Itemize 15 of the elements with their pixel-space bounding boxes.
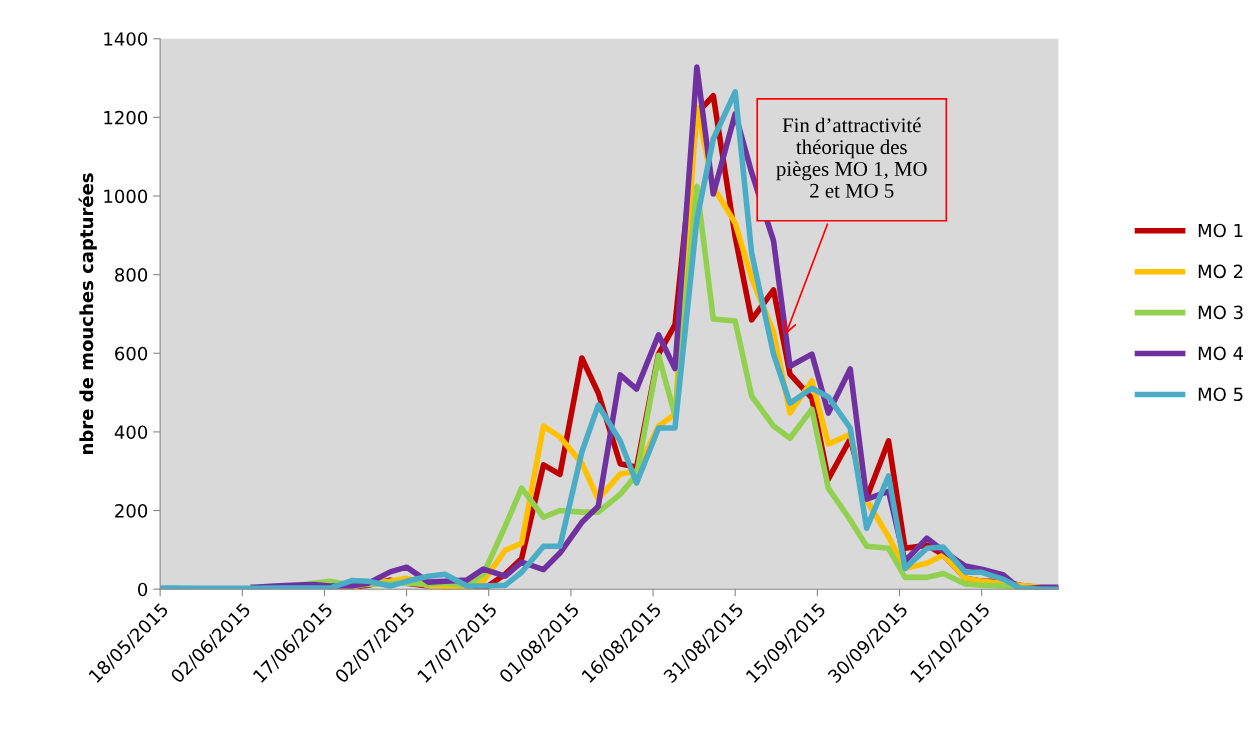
y-tick-label: 200 xyxy=(115,504,148,518)
y-tick-label: 1200 xyxy=(104,110,148,125)
y-tick-label: 1000 xyxy=(104,189,148,204)
y-tick-label: 400 xyxy=(114,425,148,440)
y-tick-label: 600 xyxy=(115,346,148,361)
annotation: Fin d’attractivité théorique des pièges MO 1, MO 2 et MO 5 xyxy=(776,117,927,198)
y-tick-label: 800 xyxy=(115,268,148,282)
legend-label: MO 4 xyxy=(1198,346,1244,361)
y-tick-label: 1400 xyxy=(104,32,148,46)
legend-label: MO 5 xyxy=(1198,387,1243,402)
y-axis-title: nbre de mouches capturées xyxy=(78,173,97,454)
y-tick-label: 0 xyxy=(138,582,148,597)
legend-label: MO 1 xyxy=(1198,223,1243,238)
legend-label: MO 2 xyxy=(1198,264,1243,279)
legend-label: MO 3 xyxy=(1198,305,1243,320)
